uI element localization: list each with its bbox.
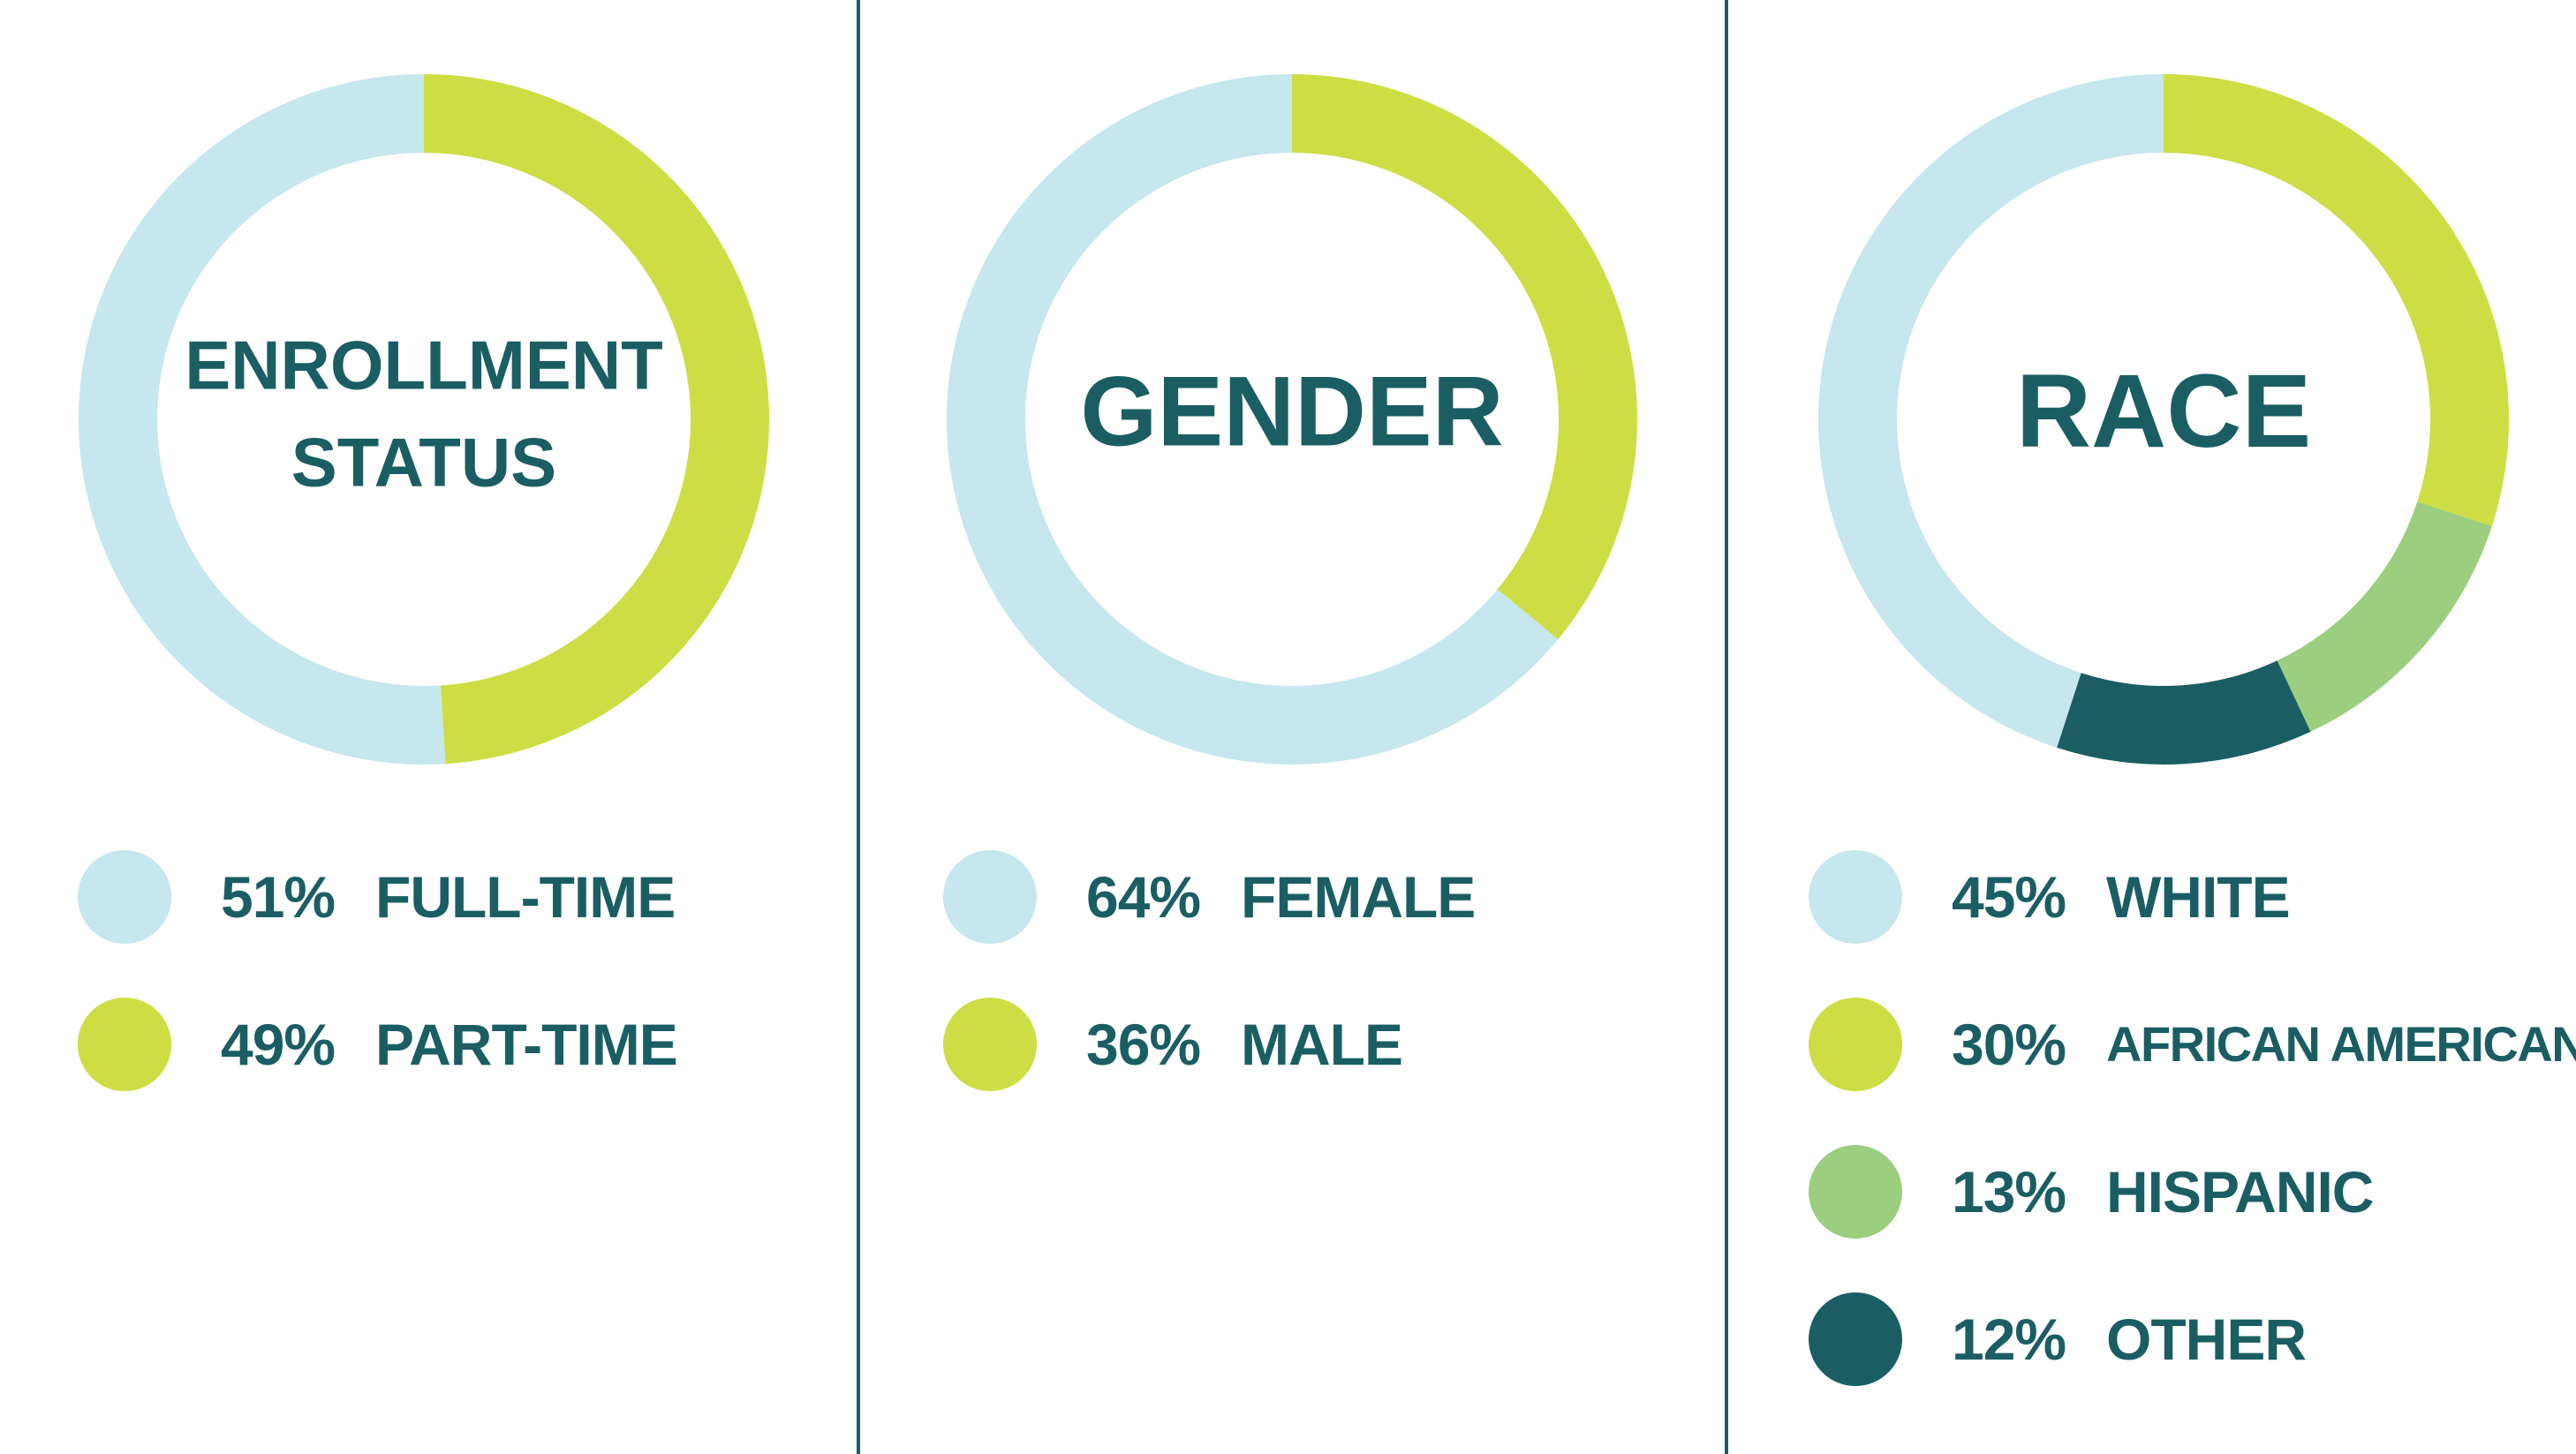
legend-percent: 49% xyxy=(221,1012,336,1077)
race-panel: RACE 45% WHITE 30% AFRICAN AMERICAN 13% HISPA… xyxy=(1731,0,2576,1454)
legend-item-white: 45% WHITE xyxy=(1731,850,2576,947)
legend-item-full-time: 51% FULL-TIME xyxy=(0,850,857,947)
panel-divider xyxy=(1725,0,1728,1454)
legend-item-male: 36% MALE xyxy=(865,998,1713,1095)
chart-title-line: RACE xyxy=(2016,353,2311,470)
legend-item-african-american: 30% AFRICAN AMERICAN xyxy=(1731,998,2576,1095)
race-legend: 45% WHITE 30% AFRICAN AMERICAN 13% HISPANIC 12… xyxy=(1731,0,2576,1454)
legend-label: PART-TIME xyxy=(375,1012,678,1077)
legend-swatch xyxy=(943,998,1037,1091)
legend-label: FEMALE xyxy=(1241,864,1476,930)
slice-full-time xyxy=(79,74,446,765)
legend-label: MALE xyxy=(1241,1012,1403,1077)
gender-legend: 64% FEMALE 36% MALE xyxy=(865,0,1713,1454)
legend-swatch xyxy=(1809,1292,1902,1386)
slice-male xyxy=(1292,74,1637,640)
gender-panel: GENDER 64% FEMALE 36% MALE xyxy=(865,0,1713,1454)
enrollment-status-donut: ENROLLMENT STATUS xyxy=(79,74,770,765)
legend-percent: 51% xyxy=(221,864,336,930)
legend-label: HISPANIC xyxy=(2106,1159,2374,1224)
enrollment-status-panel: ENROLLMENT STATUS 51% FULL-TIME 49% PART-TIM… xyxy=(0,0,857,1454)
legend-item-female: 64% FEMALE xyxy=(865,850,1713,947)
legend-swatch xyxy=(78,850,171,944)
legend-percent: 30% xyxy=(1952,1012,2066,1077)
legend-label: AFRICAN AMERICAN xyxy=(2106,1016,2576,1072)
legend-label: WHITE xyxy=(2106,864,2291,930)
legend-swatch xyxy=(1809,850,1902,944)
slice-hispanic xyxy=(2277,501,2492,732)
slice-african-american xyxy=(2164,74,2509,526)
gender-donut: GENDER xyxy=(947,74,1637,765)
race-donut: RACE xyxy=(1818,74,2509,765)
legend-percent: 12% xyxy=(1952,1307,2066,1372)
slice-female xyxy=(947,74,1559,765)
legend-percent: 13% xyxy=(1952,1159,2066,1224)
legend-percent: 36% xyxy=(1086,1012,1201,1077)
legend-item-hispanic: 13% HISPANIC xyxy=(1731,1145,2576,1242)
legend-item-part-time: 49% PART-TIME xyxy=(0,998,857,1095)
panel-divider xyxy=(857,0,860,1454)
legend-swatch xyxy=(78,998,171,1091)
chart-title-line: GENDER xyxy=(1080,357,1503,467)
slice-white xyxy=(1818,74,2164,748)
slice-part-time xyxy=(424,74,770,765)
legend-swatch xyxy=(1809,998,1902,1091)
legend-percent: 64% xyxy=(1086,864,1201,930)
chart-title-line: STATUS xyxy=(291,424,556,501)
legend-percent: 45% xyxy=(1952,864,2066,930)
legend-label: FULL-TIME xyxy=(375,864,676,930)
enrollment-status-legend: 51% FULL-TIME 49% PART-TIME xyxy=(0,0,857,1454)
chart-title-line: ENROLLMENT xyxy=(185,327,663,404)
legend-swatch xyxy=(1809,1145,1902,1239)
legend-item-other: 12% OTHER xyxy=(1731,1292,2576,1390)
legend-label: OTHER xyxy=(2106,1307,2307,1372)
legend-swatch xyxy=(943,850,1037,944)
slice-other xyxy=(2057,660,2311,765)
